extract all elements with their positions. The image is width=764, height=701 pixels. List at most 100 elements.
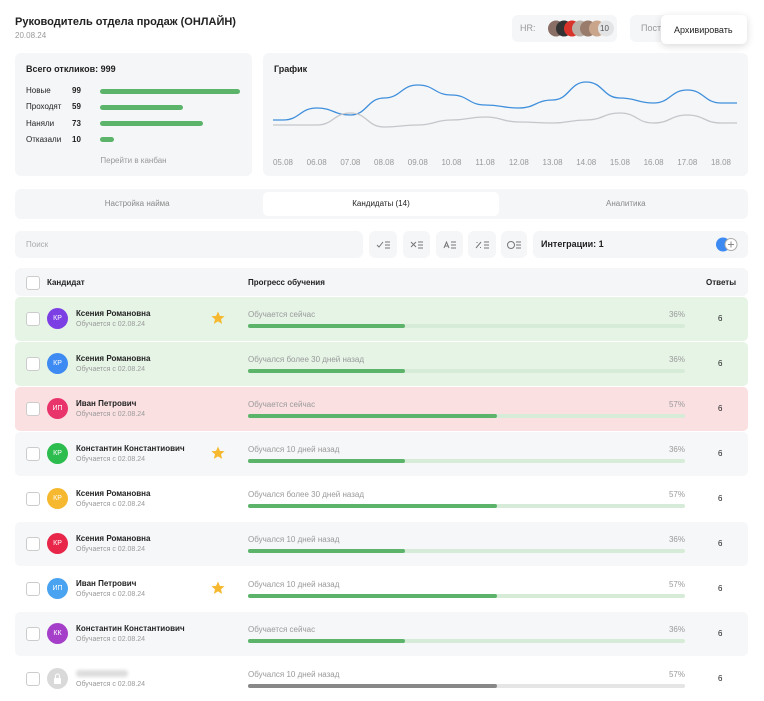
table-row: КР Ксения Романовна Обучается с 02.08.24 Об… (15, 522, 748, 566)
integrations-box[interactable]: Интеграции: 1 (533, 231, 748, 258)
stat-label: Отказали (26, 134, 62, 144)
sort-button[interactable] (436, 231, 463, 258)
progress-track (248, 459, 685, 463)
filter-button[interactable] (403, 231, 430, 258)
table-header: Кандидат Прогресс обучения Ответы (15, 268, 748, 296)
column-header: Кандидат (47, 278, 85, 287)
progress-fill (248, 504, 498, 508)
stat-bar (100, 137, 115, 143)
hr-count: 10 (600, 24, 609, 33)
stat-bar (100, 88, 240, 94)
candidate-name: Ксения Романовна (76, 489, 151, 498)
candidate-subtitle: Обучается с 02.08.24 (76, 411, 146, 418)
avatar: ИП (47, 578, 68, 599)
progress-fill (248, 639, 406, 643)
x-tick-label: 14.08 (576, 158, 597, 167)
tab[interactable]: Настройка найма (104, 199, 170, 208)
time-button[interactable] (501, 231, 527, 258)
progress-fill (248, 324, 406, 328)
tab[interactable]: Кандидаты (14) (263, 192, 499, 216)
search-box[interactable]: Поиск (15, 231, 363, 258)
hr-avatars (548, 20, 614, 37)
avatar: ИП (47, 398, 68, 419)
progress-track (248, 324, 685, 328)
table-row: ИП Иван Петрович Обучается с 02.08.24 Обуча… (15, 387, 748, 431)
candidate-subtitle: Обучается с 02.08.24 (76, 591, 146, 598)
stat-value: 99 (72, 86, 81, 95)
x-tick-label: 17.08 (677, 158, 698, 167)
table-row: КР Ксения Романовна Обучается с 02.08.24 Об… (15, 477, 748, 521)
stat-value: 73 (72, 118, 81, 128)
integrations-label: Интеграции: 1 (541, 239, 604, 249)
answers: 6 (718, 674, 723, 683)
checkbox[interactable] (26, 492, 40, 506)
avatar: КР (47, 308, 68, 329)
checkbox[interactable] (26, 276, 40, 290)
answers: 6 (718, 359, 723, 368)
progress-label: 36% (668, 310, 685, 319)
progress-status: Обучается сейчас (248, 625, 316, 634)
checkbox[interactable] (26, 312, 40, 326)
candidate-subtitle: Обучается с 02.08.24 (76, 321, 146, 328)
progress-label: 57% (668, 400, 685, 409)
candidate-name: Ксения Романовна (76, 354, 151, 363)
candidate-subtitle: Обучается с 02.08.24 (76, 546, 146, 553)
title: Руководитель отдела продаж (ОНЛАЙН) (15, 16, 236, 28)
stat-value: 59 (72, 102, 81, 112)
stat-bar (100, 104, 184, 110)
progress-label: 36% (668, 625, 685, 634)
tabs: Настройка найма Кандидаты (14) Аналитика (15, 189, 748, 219)
progress-fill (248, 549, 406, 553)
x-tick-label: 16.08 (644, 158, 665, 167)
stats-title: Всего откликов: 999 (26, 64, 116, 74)
hr-box[interactable]: HR: 10 (512, 15, 617, 42)
column-header: Прогресс обучения (248, 278, 325, 287)
checkbox[interactable] (26, 627, 40, 641)
candidate-name: Константин Константиович (76, 444, 185, 453)
date: 20.08.24 (15, 31, 47, 40)
x-tick-label: 18.08 (711, 158, 732, 167)
progress-fill (248, 369, 406, 373)
candidate-subtitle: Обучается с 02.08.24 (76, 636, 146, 643)
x-tick-label: 11.08 (475, 158, 495, 167)
answers: 6 (718, 629, 723, 638)
line-series (273, 112, 737, 128)
search-placeholder: Поиск (26, 240, 49, 249)
kanban-link[interactable]: Перейти в канбан (100, 156, 167, 165)
table-row: КР Ксения Романовна Обучается с 02.08.24 Об… (15, 297, 748, 341)
candidate-name: Ксения Романовна (76, 309, 151, 318)
stats-card: Всего откликов: 999 Перейти в канбан Нов… (15, 53, 252, 176)
table-row: КР Ксения Романовна Обучается с 02.08.24 Об… (15, 342, 748, 386)
checkbox[interactable] (26, 447, 40, 461)
checkbox[interactable] (26, 672, 40, 686)
x-tick-label: 13.08 (543, 158, 564, 167)
checkbox[interactable] (26, 357, 40, 371)
progress-status: Обучается сейчас (248, 310, 316, 319)
filter-button[interactable] (369, 231, 397, 258)
column-header: Ответы (706, 278, 737, 287)
progress-track (248, 639, 685, 643)
x-tick-label: 06.08 (307, 158, 328, 167)
avatar: КР (47, 353, 68, 374)
progress-track (248, 549, 685, 553)
progress-status: Обучается сейчас (248, 400, 316, 409)
chart-card: График 05.08 06.08 07.08 08.08 09.08 10.08 11.… (263, 53, 748, 176)
stat-label: Новые (26, 86, 51, 95)
answers: 6 (718, 584, 723, 593)
progress-label: 36% (668, 355, 685, 364)
archive-popup[interactable]: Архивировать (661, 15, 747, 44)
checkbox[interactable] (26, 402, 40, 416)
checkbox[interactable] (26, 582, 40, 596)
answers: 6 (718, 404, 723, 413)
progress-fill (248, 684, 498, 688)
archive-label: Архивировать (674, 25, 733, 35)
chart-title: График (274, 64, 308, 74)
tab[interactable]: Аналитика (606, 199, 646, 208)
checkbox[interactable] (26, 537, 40, 551)
progress-status: Обучался 10 дней назад (248, 670, 340, 679)
candidate-subtitle: Обучается с 02.08.24 (76, 681, 146, 688)
progress-status: Обучался более 30 дней назад (248, 355, 365, 364)
sort-button[interactable] (468, 231, 496, 258)
table-row: ИП Иван Петрович Обучается с 02.08.24 Обуча… (15, 567, 748, 611)
